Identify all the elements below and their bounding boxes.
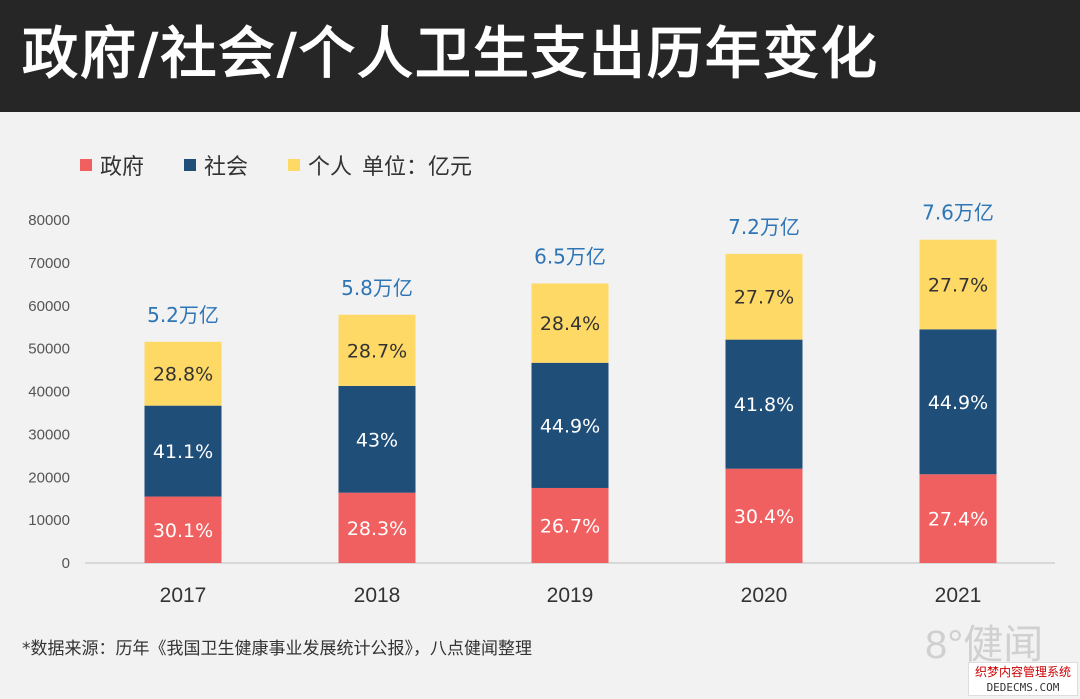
bar-segment-2021-government — [919, 474, 997, 563]
y-tick-label: 10000 — [28, 512, 70, 529]
data-label: 41.8% — [734, 394, 794, 416]
legend-label-government: 政府 — [100, 155, 145, 180]
data-label: 41.1% — [153, 441, 213, 463]
data-label: 44.9% — [540, 415, 600, 437]
y-tick-label: 40000 — [28, 384, 70, 401]
bar-segment-2020-society — [725, 339, 803, 469]
x-tick-label: 2017 — [160, 584, 207, 607]
bar-segment-2019-society — [531, 362, 609, 488]
y-tick-label: 30000 — [28, 426, 70, 443]
legend-swatch-government — [80, 159, 92, 171]
y-tick-label: 50000 — [28, 341, 70, 358]
watermark-line2: DEDECMS.COM — [986, 681, 1060, 694]
bar-segment-2020-personal — [725, 253, 803, 340]
total-label: 6.5万亿 — [534, 244, 606, 268]
total-label: 7.2万亿 — [728, 215, 800, 239]
legend-item-society: 社会 — [184, 149, 248, 181]
bar-segment-2018-personal — [338, 314, 416, 386]
x-tick-label: 2019 — [547, 584, 594, 607]
bar-segment-2021-personal — [919, 239, 997, 330]
y-tick-label: 70000 — [28, 255, 70, 272]
unit-label: 单位：亿元 — [362, 155, 473, 180]
data-label: 28.3% — [347, 518, 407, 540]
source-footnote: *数据来源：历年《我国卫生健康事业发展统计公报》，八点健闻整理 — [22, 639, 532, 659]
data-label: 28.4% — [540, 313, 600, 335]
bar-segment-2017-government — [144, 496, 222, 563]
x-tick-label: 2018 — [354, 584, 401, 607]
bar-segment-2019-government — [531, 487, 609, 563]
watermark-badge: 织梦内容管理系统 DEDECMS.COM — [968, 662, 1078, 696]
bar-segment-2018-government — [338, 492, 416, 563]
y-tick-label: 80000 — [28, 212, 70, 229]
legend-item-personal: 个人 — [288, 149, 352, 181]
bar-segment-2017-personal — [144, 341, 222, 406]
total-label: 5.8万亿 — [341, 276, 413, 300]
y-tick-label: 20000 — [28, 469, 70, 486]
data-label: 28.7% — [347, 340, 407, 362]
x-tick-label: 2020 — [741, 584, 788, 607]
data-label: 28.8% — [153, 364, 213, 386]
y-tick-label: 60000 — [28, 298, 70, 315]
x-tick-label: 2021 — [935, 584, 982, 607]
stacked-bar-chart: 0 10000 20000 30000 40000 50000 60000 70000 8000… — [28, 201, 1055, 607]
legend: 政府 社会 个人 单位：亿元 — [80, 150, 472, 180]
data-label: 43% — [356, 429, 398, 451]
bar-segment-2021-society — [919, 329, 997, 475]
legend-label-society: 社会 — [204, 155, 249, 180]
total-label: 7.6万亿 — [922, 201, 994, 225]
data-label: 27.7% — [734, 287, 794, 309]
y-tick-label: 0 — [62, 555, 70, 572]
data-label: 27.7% — [928, 275, 988, 297]
legend-label-personal: 个人 — [308, 155, 353, 180]
bar-segment-2017-society — [144, 405, 222, 497]
title-bar: 政府/社会/个人卫生支出历年变化 — [0, 0, 1080, 112]
data-label: 27.4% — [928, 509, 988, 531]
legend-item-government: 政府 — [80, 149, 144, 181]
bar-segment-2019-personal — [531, 283, 609, 363]
legend-swatch-society — [184, 159, 197, 171]
total-label: 5.2万亿 — [147, 303, 219, 327]
legend-swatch-personal — [288, 159, 301, 171]
data-label: 44.9% — [928, 392, 988, 414]
page-title: 政府/社会/个人卫生支出历年变化 — [22, 22, 879, 87]
bar-segment-2018-society — [338, 385, 416, 493]
brand-logo: 8°健闻 — [925, 623, 1044, 667]
data-label: 30.1% — [153, 520, 213, 542]
data-label: 30.4% — [734, 506, 794, 528]
watermark-line1: 织梦内容管理系统 — [974, 665, 1071, 679]
data-label: 26.7% — [540, 515, 600, 537]
bar-segment-2020-government — [725, 468, 803, 563]
